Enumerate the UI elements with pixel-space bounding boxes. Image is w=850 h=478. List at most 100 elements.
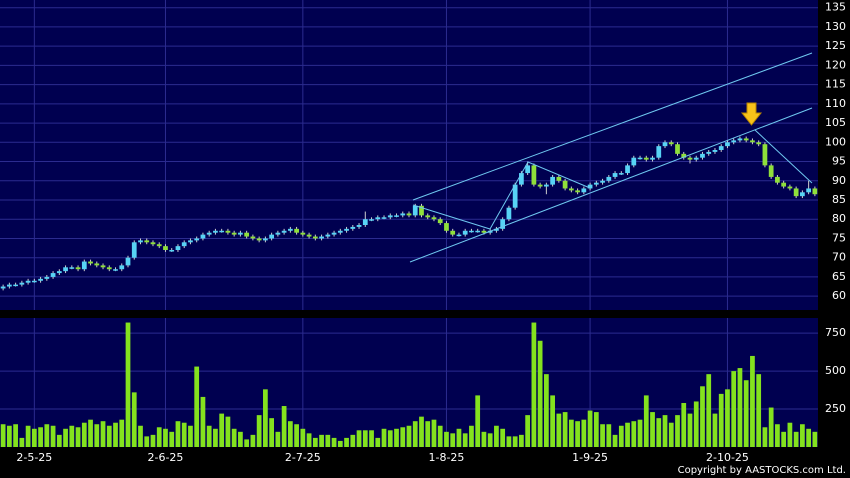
- y-tick-label: 130: [825, 20, 846, 33]
- volume-bar: [75, 427, 81, 447]
- candle-body: [718, 146, 724, 150]
- candle-body: [125, 257, 131, 266]
- volume-tick-label: 250: [825, 402, 846, 415]
- candle-body: [725, 142, 730, 147]
- candle-body: [581, 188, 587, 193]
- candle-body: [625, 165, 630, 174]
- volume-bar: [775, 424, 780, 447]
- volume-bar: [731, 371, 737, 447]
- volume-bar: [525, 415, 531, 447]
- x-tick-label: 1-8-25: [428, 451, 464, 464]
- volume-bar: [512, 436, 518, 447]
- candle-body: [787, 186, 793, 189]
- volume-bar: [444, 431, 449, 447]
- y-tick-label: 60: [832, 289, 846, 302]
- candle-body: [419, 205, 424, 216]
- volume-bar: [587, 410, 593, 447]
- candle-body: [350, 226, 356, 229]
- candle-body: [431, 217, 437, 220]
- candle-body: [156, 244, 162, 247]
- volume-bar: [812, 431, 818, 447]
- volume-bar: [150, 434, 156, 447]
- candle-body: [256, 238, 262, 241]
- volume-bar: [456, 428, 462, 447]
- volume-bar: [13, 424, 18, 447]
- candle-body: [19, 282, 25, 285]
- volume-bar: [344, 437, 349, 447]
- y-tick-label: 85: [832, 193, 846, 206]
- volume-bar: [581, 419, 587, 447]
- candle-body: [300, 232, 306, 235]
- zigzag: [412, 161, 591, 230]
- volume-bar: [38, 427, 43, 447]
- candle-body: [600, 180, 605, 183]
- candle-body: [587, 184, 593, 189]
- volume-bar: [687, 413, 693, 447]
- volume-bar: [156, 427, 162, 447]
- candle-body: [75, 267, 81, 270]
- candle-body: [456, 234, 462, 237]
- volume-bar: [200, 396, 206, 447]
- volume-bar: [125, 322, 131, 447]
- candle-body: [450, 230, 456, 235]
- volume-bar: [300, 428, 306, 447]
- y-tick-label: 135: [825, 1, 846, 14]
- volume-bar: [169, 431, 175, 447]
- y-tick-label: 125: [825, 39, 846, 52]
- volume-bar: [244, 439, 250, 447]
- volume-bar: [175, 421, 181, 447]
- candle-body: [94, 263, 100, 266]
- candle-body: [681, 153, 687, 158]
- volume-bar: [138, 425, 143, 447]
- y-tick-label: 105: [825, 116, 846, 129]
- y-tick-label: 70: [832, 251, 846, 264]
- volume-bar: [425, 421, 431, 447]
- candle-body: [331, 232, 337, 235]
- candle-body: [743, 138, 749, 141]
- candle-body: [618, 173, 624, 175]
- candle-body: [325, 234, 331, 237]
- volume-bar: [269, 418, 274, 447]
- volume-bar: [762, 427, 768, 447]
- volume-bar: [213, 428, 218, 447]
- candle-body: [481, 230, 487, 233]
- volume-bar: [675, 415, 680, 447]
- volume-bar: [768, 407, 774, 447]
- volume-bar: [618, 425, 624, 447]
- candle-body: [144, 240, 150, 243]
- volume-bar: [356, 430, 362, 447]
- x-tick-label: 2-7-25: [285, 451, 321, 464]
- candle-body: [750, 140, 755, 143]
- candle-body: [400, 213, 406, 216]
- volume-bar: [756, 374, 762, 447]
- y-tick-label: 95: [832, 155, 846, 168]
- volume-bar: [231, 428, 237, 447]
- candle-body: [781, 182, 787, 187]
- volume-bar: [743, 380, 749, 447]
- candle-body: [775, 176, 780, 183]
- volume-bar: [406, 425, 412, 447]
- candle-body: [525, 165, 531, 174]
- volume-bar: [281, 406, 287, 447]
- candle-body: [444, 223, 449, 231]
- y-tick-label: 115: [825, 78, 846, 91]
- y-tick-label: 90: [832, 174, 846, 187]
- candle-body: [56, 271, 62, 274]
- channel-lower: [409, 107, 813, 263]
- volume-bar: [612, 434, 618, 447]
- volume-tick-label: 750: [825, 326, 846, 339]
- volume-bar: [88, 419, 93, 447]
- candle-body: [163, 246, 168, 250]
- x-tick-label: 1-9-25: [572, 451, 608, 464]
- volume-bar: [250, 434, 256, 447]
- volume-bar: [475, 395, 481, 447]
- volume-bar: [219, 413, 225, 447]
- volume-bar: [19, 437, 25, 447]
- candle-body: [494, 228, 499, 231]
- volume-bar: [194, 366, 200, 447]
- candle-body: [556, 176, 562, 181]
- volume-bar: [544, 374, 549, 447]
- candle-body: [506, 207, 512, 220]
- volume-bar: [181, 422, 187, 447]
- candle-body: [287, 228, 293, 231]
